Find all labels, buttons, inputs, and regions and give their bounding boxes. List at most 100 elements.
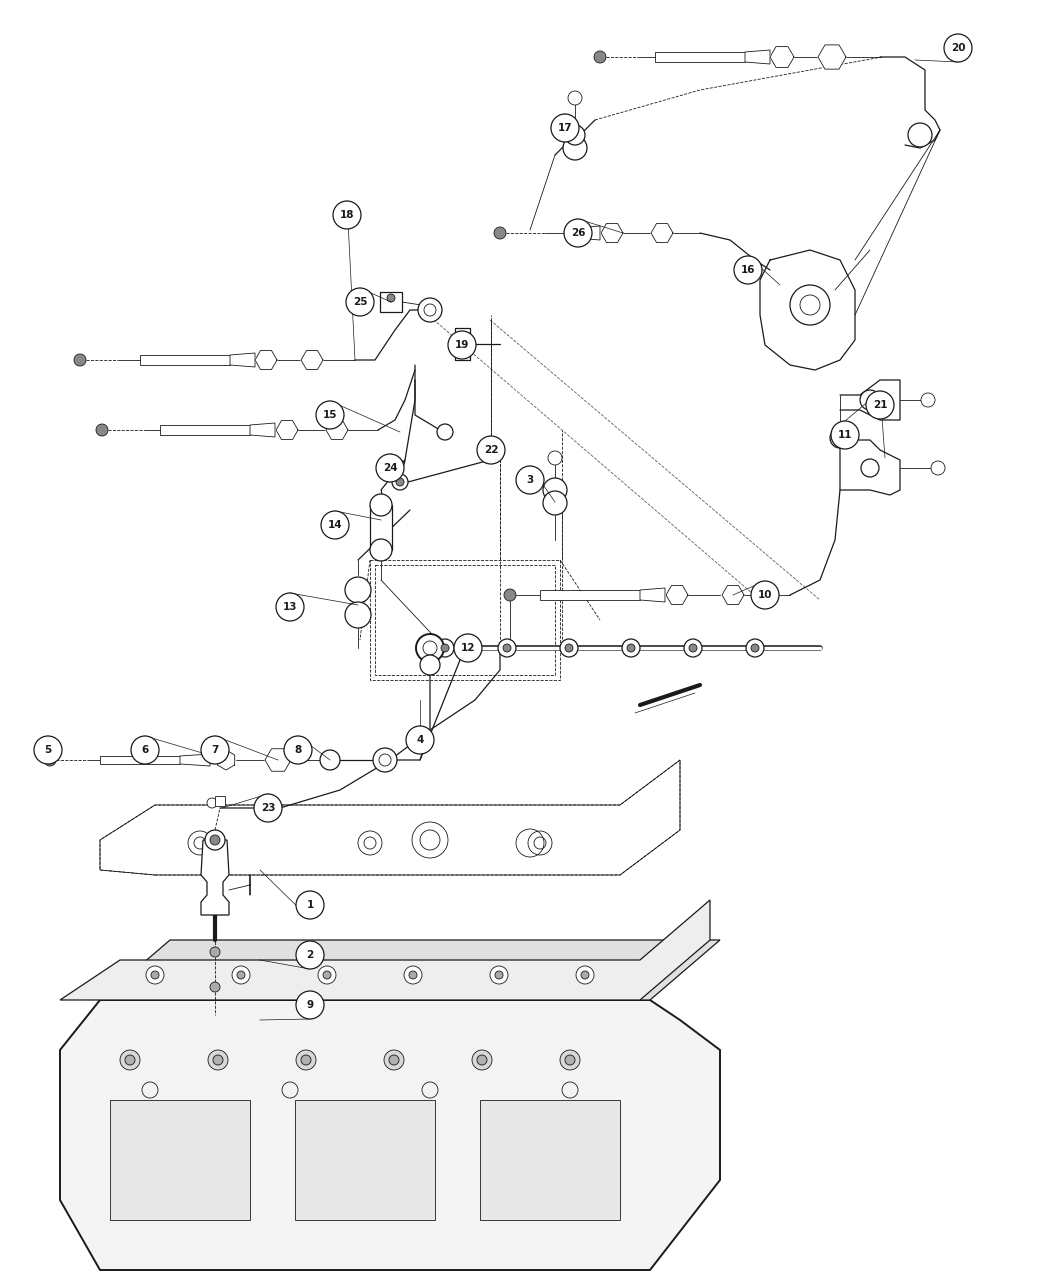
Circle shape — [323, 972, 331, 979]
Circle shape — [345, 578, 371, 603]
Polygon shape — [265, 748, 291, 771]
Polygon shape — [666, 585, 688, 604]
Circle shape — [831, 421, 859, 449]
Circle shape — [416, 634, 444, 662]
Circle shape — [746, 639, 764, 657]
Circle shape — [276, 593, 304, 621]
Polygon shape — [100, 940, 720, 1000]
Circle shape — [232, 966, 250, 984]
Circle shape — [436, 639, 454, 657]
Circle shape — [146, 966, 164, 984]
Text: 20: 20 — [950, 43, 965, 54]
Text: 4: 4 — [416, 734, 424, 745]
Text: 8: 8 — [294, 745, 301, 755]
Text: 15: 15 — [322, 411, 337, 419]
Circle shape — [205, 830, 225, 850]
Circle shape — [320, 750, 340, 770]
Circle shape — [684, 639, 702, 657]
Text: 14: 14 — [328, 520, 342, 530]
Circle shape — [622, 639, 640, 657]
Text: 17: 17 — [558, 122, 572, 133]
Bar — [140, 354, 230, 365]
Text: 22: 22 — [484, 445, 499, 455]
Circle shape — [481, 440, 501, 460]
Circle shape — [477, 1054, 487, 1065]
Circle shape — [376, 454, 404, 482]
Circle shape — [210, 982, 220, 992]
Circle shape — [504, 589, 516, 601]
Circle shape — [861, 459, 879, 477]
Circle shape — [410, 972, 417, 979]
Circle shape — [565, 125, 585, 145]
Circle shape — [74, 354, 86, 366]
Circle shape — [490, 966, 508, 984]
Circle shape — [406, 725, 434, 754]
Circle shape — [477, 436, 505, 464]
Polygon shape — [60, 1000, 720, 1270]
Polygon shape — [770, 47, 794, 68]
Polygon shape — [601, 223, 623, 242]
Polygon shape — [100, 760, 680, 875]
Circle shape — [751, 644, 759, 652]
Circle shape — [301, 1054, 311, 1065]
Circle shape — [472, 1051, 492, 1070]
Circle shape — [455, 337, 469, 351]
Circle shape — [543, 491, 567, 515]
Polygon shape — [276, 421, 298, 440]
Bar — [540, 590, 640, 601]
Polygon shape — [250, 423, 275, 437]
Circle shape — [208, 1051, 228, 1070]
Circle shape — [210, 947, 220, 958]
Circle shape — [321, 511, 349, 539]
Circle shape — [498, 639, 516, 657]
Bar — [655, 52, 746, 62]
Text: 3: 3 — [526, 476, 533, 484]
Circle shape — [296, 991, 324, 1019]
Circle shape — [418, 298, 442, 323]
Polygon shape — [60, 900, 710, 1000]
Circle shape — [627, 644, 635, 652]
Bar — [215, 796, 225, 806]
Bar — [110, 1100, 250, 1220]
Bar — [480, 1100, 620, 1220]
Circle shape — [96, 425, 108, 436]
Circle shape — [296, 891, 324, 919]
Text: 13: 13 — [282, 602, 297, 612]
Circle shape — [120, 1051, 140, 1070]
Polygon shape — [255, 351, 277, 370]
Circle shape — [581, 972, 589, 979]
Polygon shape — [201, 840, 229, 915]
Circle shape — [213, 1054, 223, 1065]
Bar — [380, 292, 402, 312]
Circle shape — [576, 966, 594, 984]
Polygon shape — [722, 585, 744, 604]
Circle shape — [396, 478, 404, 486]
Circle shape — [237, 972, 245, 979]
Circle shape — [318, 966, 336, 984]
Circle shape — [543, 478, 567, 502]
Circle shape — [284, 736, 312, 764]
Text: 18: 18 — [340, 210, 354, 221]
Circle shape — [404, 966, 422, 984]
Circle shape — [751, 581, 779, 609]
Circle shape — [564, 219, 592, 247]
Polygon shape — [180, 754, 210, 766]
Circle shape — [296, 941, 324, 969]
Circle shape — [860, 390, 880, 411]
Circle shape — [388, 1054, 399, 1065]
Circle shape — [437, 425, 453, 440]
Circle shape — [454, 634, 482, 662]
Text: 23: 23 — [260, 803, 275, 813]
Circle shape — [387, 295, 395, 302]
Text: 7: 7 — [211, 745, 218, 755]
Text: 9: 9 — [307, 1000, 314, 1010]
Text: 21: 21 — [873, 400, 887, 411]
Circle shape — [560, 639, 578, 657]
Bar — [370, 505, 392, 550]
Text: 19: 19 — [455, 340, 469, 351]
Text: 6: 6 — [142, 745, 149, 755]
Polygon shape — [230, 353, 255, 367]
Polygon shape — [301, 351, 323, 370]
Circle shape — [254, 794, 282, 822]
Circle shape — [548, 451, 562, 465]
